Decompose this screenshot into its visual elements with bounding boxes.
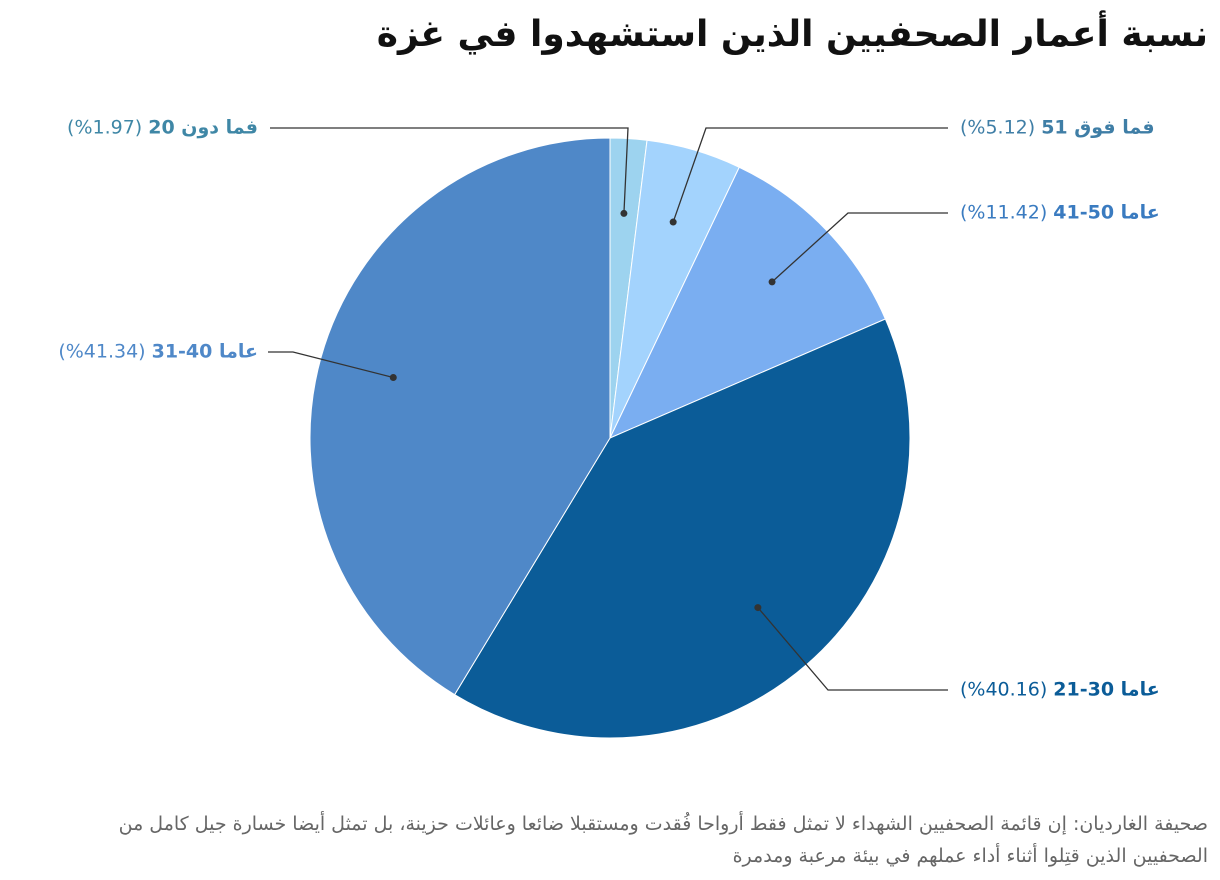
pie-slice <box>453 318 911 739</box>
leader-dot <box>620 209 628 217</box>
slice-label: 21-30 عاما <box>1053 679 1159 701</box>
slice-label: 51 فما فوق <box>1041 117 1154 139</box>
value-label: (%11.42) <box>960 202 1047 224</box>
value-label: (%5.12) <box>960 117 1035 139</box>
leader-dot <box>669 218 677 226</box>
chart-title: نسبة أعمار الصحفيين الذين استشهدوا في غز… <box>376 14 1208 55</box>
leader-line <box>268 351 394 379</box>
leader-line <box>771 212 948 283</box>
leader-dot <box>754 604 762 612</box>
leader-line <box>672 127 948 223</box>
value-label: (%1.97) <box>67 117 142 139</box>
value-label: (%40.16) <box>960 679 1047 701</box>
slice-label: 20 فما دون <box>148 117 258 139</box>
chart: 20 فما دون (%1.97) (%5.12) 51 فما فوق (%11.4… <box>58 117 1160 739</box>
value-label: (%41.34) <box>58 341 145 363</box>
slice-label: 41-50 عاما <box>1053 202 1159 224</box>
leader-dot <box>389 374 397 382</box>
slice-label: 31-40 عاما <box>152 341 258 363</box>
source-note: صحيفة الغارديان: إن قائمة الصحفيين الشهد… <box>118 813 1208 867</box>
pie-slice <box>309 137 611 696</box>
leader-line <box>270 127 629 214</box>
pie-slice <box>608 166 887 439</box>
leader-dot <box>768 278 776 286</box>
leader-line <box>757 607 948 691</box>
